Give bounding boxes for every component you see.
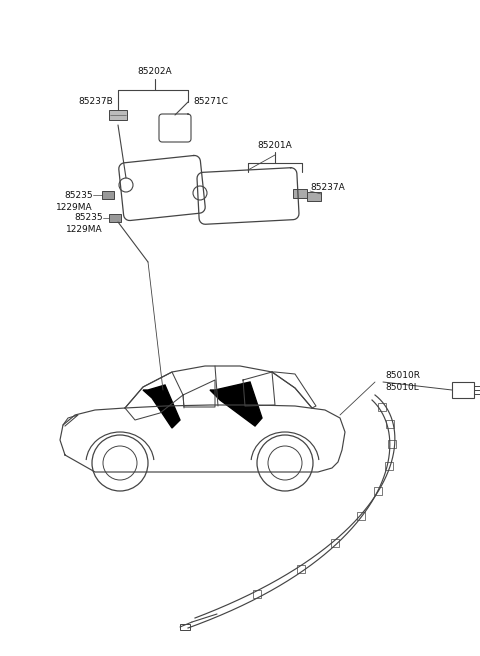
FancyBboxPatch shape	[307, 192, 321, 201]
Polygon shape	[210, 382, 262, 426]
Bar	[386, 420, 394, 428]
Text: 1229MA: 1229MA	[56, 203, 93, 211]
FancyBboxPatch shape	[109, 214, 121, 222]
Text: 1229MA: 1229MA	[66, 226, 103, 234]
Text: 85010R: 85010R	[385, 371, 420, 380]
FancyBboxPatch shape	[109, 110, 127, 120]
Bar	[180, 624, 190, 630]
Text: 85010L: 85010L	[385, 384, 419, 392]
Bar	[357, 512, 365, 520]
Bar	[378, 403, 386, 411]
Bar	[384, 462, 393, 470]
Text: 85237A: 85237A	[310, 184, 345, 192]
Polygon shape	[143, 385, 180, 428]
Text: 85235: 85235	[64, 190, 93, 199]
Bar	[374, 487, 383, 495]
Bar	[297, 565, 305, 573]
FancyBboxPatch shape	[102, 191, 114, 199]
Bar	[452, 382, 474, 398]
FancyBboxPatch shape	[293, 188, 307, 197]
Text: 85237B: 85237B	[78, 98, 113, 106]
Text: 85235: 85235	[74, 213, 103, 222]
Text: 85201A: 85201A	[258, 140, 292, 150]
Bar	[253, 590, 261, 598]
Text: 85202A: 85202A	[138, 68, 172, 77]
Text: 85271C: 85271C	[193, 98, 228, 106]
Bar	[331, 539, 339, 546]
Bar	[388, 440, 396, 447]
